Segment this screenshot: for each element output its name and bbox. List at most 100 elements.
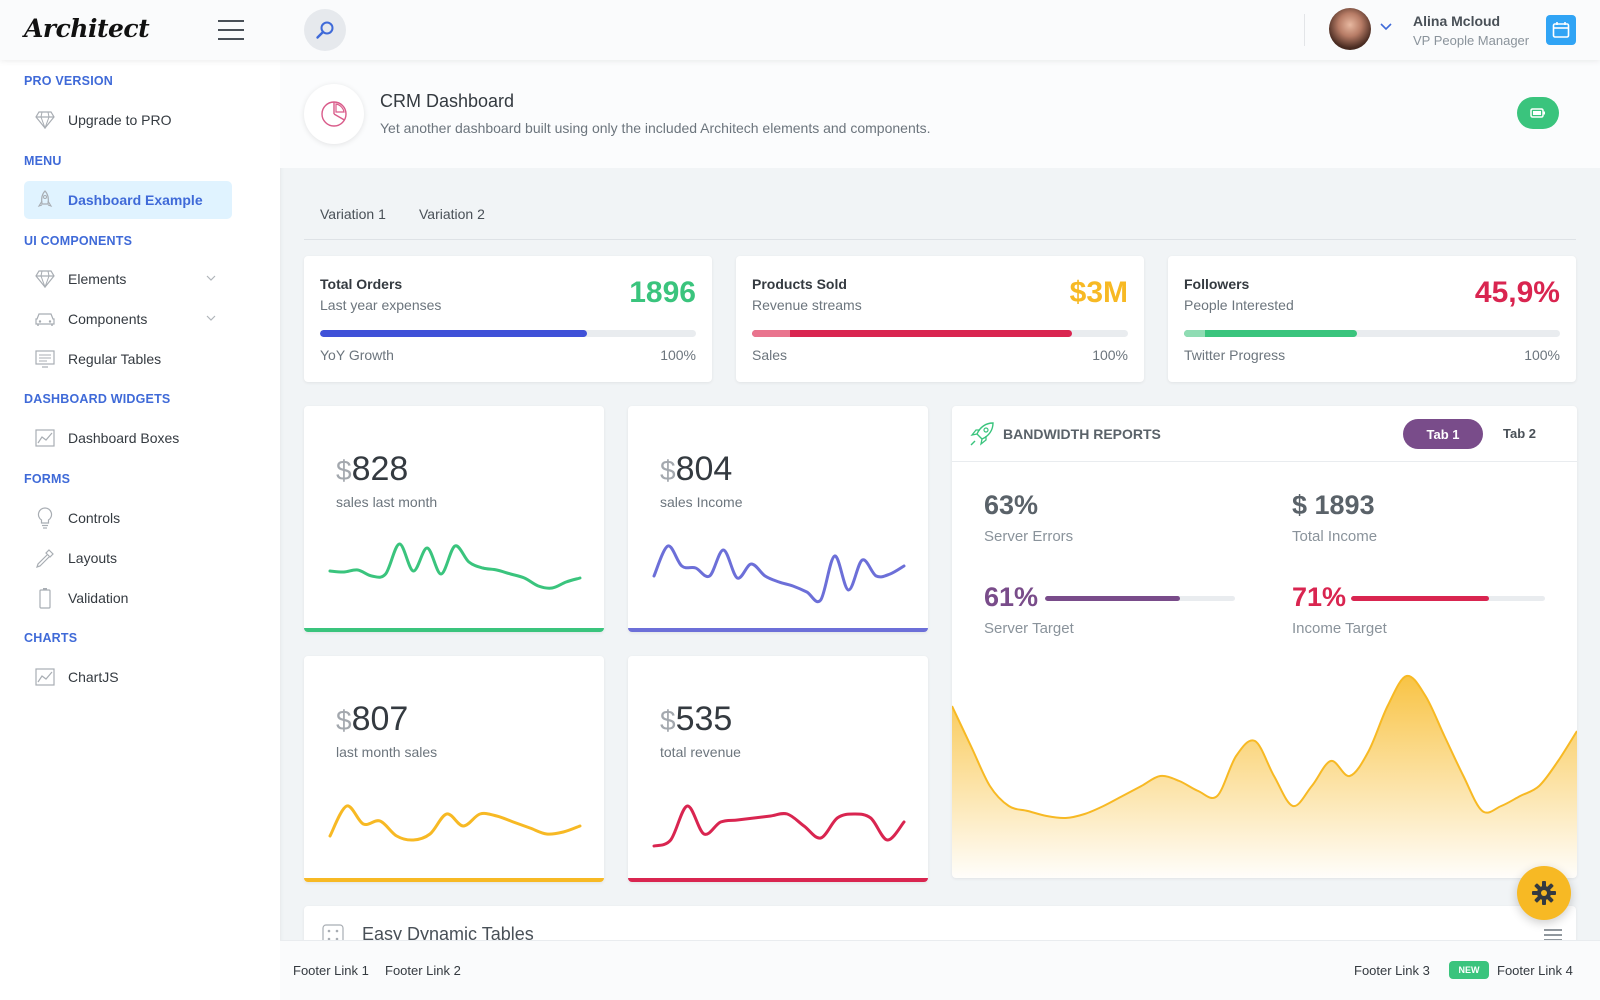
calendar-button[interactable] <box>1546 15 1576 45</box>
server-errors-value: 63% <box>984 490 1039 520</box>
sidebar-item-label: Dashboard Boxes <box>68 430 180 446</box>
footer-link-2[interactable]: Footer Link 2 <box>385 963 461 978</box>
spark-label: total revenue <box>660 744 741 760</box>
progress-fill <box>1045 596 1180 601</box>
sparkline-series <box>328 542 582 590</box>
server-target-value: 61% <box>984 582 1039 612</box>
footer-link-1[interactable]: Footer Link 1 <box>293 963 369 978</box>
search-button[interactable] <box>304 9 346 51</box>
widget-bar-percent: 100% <box>660 347 696 363</box>
user-role: VP People Manager <box>1413 33 1530 48</box>
sidebar-item-label: ChartJS <box>68 669 119 685</box>
widget-total-orders: Total Orders Last year expenses 1896 YoY… <box>304 256 712 382</box>
widget-title: Products Sold <box>752 276 847 292</box>
sparkline-chart <box>652 804 906 848</box>
widget-progress-bar <box>752 330 1128 337</box>
sparkline-series <box>328 804 582 842</box>
widget-products-sold: Products Sold Revenue streams $3M Sales … <box>736 256 1144 382</box>
sidebar-item-components[interactable]: Components <box>24 300 232 338</box>
bandwidth-reports-card: BANDWIDTH REPORTS Tab 1 Tab 2 63% Server… <box>952 406 1577 878</box>
card-bottom-border <box>628 878 928 882</box>
card-bottom-border <box>304 878 604 882</box>
sidebar-item-label: Elements <box>68 271 127 287</box>
settings-button[interactable] <box>1517 866 1571 920</box>
sidebar: PRO VERSION Upgrade to PRO MENU Dashboar… <box>0 60 280 1000</box>
tab-variation-1[interactable]: Variation 1 <box>320 206 386 222</box>
sidebar-item-label: Controls <box>68 510 121 526</box>
graph-icon <box>34 666 56 688</box>
page-action-button[interactable] <box>1517 97 1559 129</box>
sparkline-series <box>652 804 906 848</box>
sidebar-item-validation[interactable]: Validation <box>24 579 232 617</box>
sidebar-heading-pro: PRO VERSION <box>24 74 114 88</box>
car-icon <box>34 308 56 330</box>
sidebar-item-dashboard-example[interactable]: Dashboard Example <box>24 181 232 219</box>
spark-value-number: 804 <box>675 450 733 488</box>
calendar-icon <box>1552 22 1570 38</box>
sidebar-item-controls[interactable]: Controls <box>24 499 232 537</box>
currency-symbol: $ <box>660 455 676 486</box>
avatar[interactable] <box>1329 8 1371 50</box>
currency-symbol: $ <box>336 705 352 736</box>
lightbulb-icon <box>34 507 56 529</box>
page-subtitle: Yet another dashboard built using only t… <box>380 120 931 136</box>
spark-card-total-revenue: $535 total revenue <box>628 656 928 882</box>
app-logo[interactable]: Architect <box>24 14 150 43</box>
graph-icon <box>34 427 56 449</box>
sidebar-item-label: Layouts <box>68 550 118 566</box>
spark-label: last month sales <box>336 744 438 760</box>
header-divider <box>1304 14 1305 46</box>
spark-value-number: 828 <box>351 450 409 488</box>
widget-value: 45,9% <box>1474 276 1560 309</box>
widget-followers: Followers People Interested 45,9% Twitte… <box>1168 256 1576 382</box>
sidebar-heading-ui-components: UI COMPONENTS <box>24 234 133 248</box>
sidebar-heading-charts: CHARTS <box>24 631 78 645</box>
spark-value: $804 <box>660 450 732 489</box>
sparkline-series <box>652 544 906 604</box>
sidebar-item-label: Upgrade to PRO <box>68 112 172 128</box>
sparkline-chart <box>328 542 582 590</box>
gear-icon <box>1532 881 1556 905</box>
tab-variation-2[interactable]: Variation 2 <box>419 206 485 222</box>
progress-fill <box>1351 596 1489 601</box>
footer-link-3[interactable]: Footer Link 3 <box>1354 963 1430 978</box>
search-icon <box>316 21 334 39</box>
widget-bar-label: Twitter Progress <box>1184 347 1286 363</box>
sidebar-item-chartjs[interactable]: ChartJS <box>24 658 232 696</box>
hamburger-menu-icon[interactable] <box>218 20 244 40</box>
widget-title: Followers <box>1184 276 1250 292</box>
sparkline-chart <box>652 544 906 604</box>
rocket-icon <box>34 189 56 211</box>
tab-1[interactable]: Tab 1 <box>1403 419 1483 449</box>
total-income-label: Total Income <box>1292 528 1378 545</box>
bandwidth-area-chart <box>952 674 1577 878</box>
page-title: CRM Dashboard <box>380 91 515 111</box>
income-target-bar <box>1351 596 1545 601</box>
sidebar-item-label: Regular Tables <box>68 351 162 367</box>
spark-label: sales Income <box>660 494 743 510</box>
footer-link-4[interactable]: Footer Link 4 <box>1497 963 1573 978</box>
tab-2[interactable]: Tab 2 <box>1503 426 1536 441</box>
new-badge: NEW <box>1449 961 1489 979</box>
area-line <box>952 674 1577 820</box>
progress-fill-secondary <box>752 330 790 337</box>
chevron-down-icon <box>206 275 216 281</box>
chevron-down-icon[interactable] <box>1380 23 1392 31</box>
widget-bar-label: Sales <box>752 347 788 363</box>
widget-bar-percent: 100% <box>1092 347 1128 363</box>
diamond-icon <box>34 268 56 290</box>
sidebar-item-dashboard-boxes[interactable]: Dashboard Boxes <box>24 419 232 457</box>
bandwidth-title: BANDWIDTH REPORTS <box>1003 426 1161 442</box>
widget-subtitle: People Interested <box>1184 297 1294 313</box>
chevron-down-icon <box>206 315 216 321</box>
sidebar-item-elements[interactable]: Elements <box>24 260 232 298</box>
widget-title: Total Orders <box>320 276 403 292</box>
widget-bar-label: YoY Growth <box>320 347 394 363</box>
total-income-value: $ 1893 <box>1292 490 1375 520</box>
spark-card-last-month-sales: $807 last month sales <box>304 656 604 882</box>
sidebar-heading-menu: MENU <box>24 154 62 168</box>
sidebar-item-regular-tables[interactable]: Regular Tables <box>24 340 232 378</box>
area-fill <box>952 675 1577 878</box>
sidebar-item-layouts[interactable]: Layouts <box>24 539 232 577</box>
sidebar-item-upgrade[interactable]: Upgrade to PRO <box>24 101 232 139</box>
